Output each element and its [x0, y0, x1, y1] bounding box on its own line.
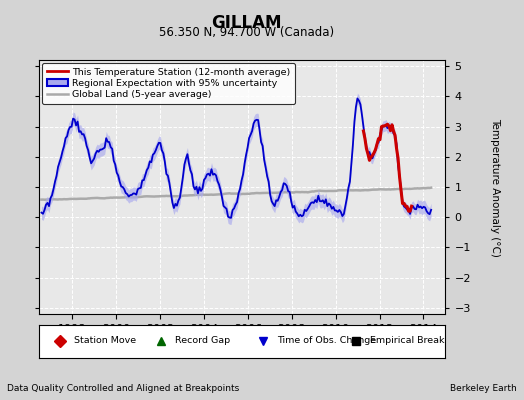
Text: Berkeley Earth: Berkeley Earth — [451, 384, 517, 393]
Y-axis label: Temperature Anomaly (°C): Temperature Anomaly (°C) — [490, 118, 500, 256]
Text: Data Quality Controlled and Aligned at Breakpoints: Data Quality Controlled and Aligned at B… — [7, 384, 239, 393]
Text: Station Move: Station Move — [74, 336, 136, 346]
Text: Time of Obs. Change: Time of Obs. Change — [277, 336, 376, 346]
Text: Record Gap: Record Gap — [176, 336, 231, 346]
Legend: This Temperature Station (12-month average), Regional Expectation with 95% uncer: This Temperature Station (12-month avera… — [42, 63, 296, 104]
Text: GILLAM: GILLAM — [211, 14, 281, 32]
Text: 56.350 N, 94.700 W (Canada): 56.350 N, 94.700 W (Canada) — [159, 26, 334, 39]
Text: Empirical Break: Empirical Break — [370, 336, 445, 346]
